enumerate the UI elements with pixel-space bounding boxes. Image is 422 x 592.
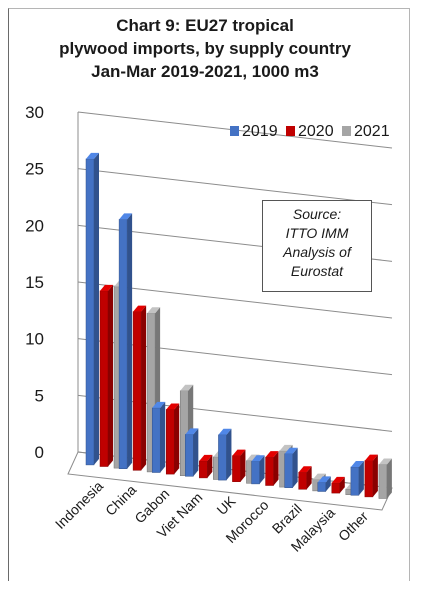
bar-top-2021-6: [312, 473, 326, 480]
bar-2020-7: [331, 482, 341, 494]
bar-2019-6: [284, 453, 293, 488]
bar-top-2020-8: [364, 454, 378, 461]
source-line-3: Analysis of: [283, 244, 351, 260]
bar-top-2019-7: [317, 476, 331, 483]
bar-2019-7: [317, 482, 327, 492]
source-line-4: Eurostat: [290, 263, 344, 279]
bar-2020-5: [265, 456, 274, 486]
chart-title-line-3: Jan-Mar 2019-2021, 1000 m3: [91, 62, 319, 81]
y-tick-label-3: 15: [25, 273, 44, 292]
bar-top-2019-0: [86, 152, 99, 159]
bar-2020-4: [232, 455, 241, 482]
x-tick-label-4: UK: [213, 493, 239, 519]
bar-side-2020-0: [108, 284, 113, 467]
chart-title-line-2: plywood imports, by supply country: [59, 39, 351, 58]
bar-top-2021-5: [279, 444, 293, 451]
legend-label-2019: 2019: [242, 123, 278, 140]
chart-title-line-1: Chart 9: EU27 tropical: [116, 16, 294, 35]
bar-side-2019-8: [358, 460, 364, 496]
source-note: Source: ITTO IMM Analysis of Eurostat: [262, 200, 372, 292]
bar-top-2021-2: [180, 384, 194, 391]
bar-top-2020-7: [331, 476, 345, 483]
gridline-5: [77, 168, 393, 206]
bar-side-2020-3: [207, 454, 213, 478]
y-tick-label-1: 5: [35, 386, 44, 405]
bar-top-2021-1: [147, 307, 161, 314]
bar-top-2020-5: [265, 451, 279, 458]
bar-top-2019-8: [350, 460, 364, 467]
bar-2019-1: [118, 219, 128, 469]
bar-top-2020-3: [199, 454, 213, 461]
bar-side-2020-1: [141, 305, 147, 471]
x-tick-label-8: Other: [335, 508, 371, 544]
bar-side-2019-2: [160, 401, 166, 473]
y-tick-label-2: 10: [25, 330, 44, 349]
bar-side-2021-8: [386, 458, 392, 499]
bar-side-2019-7: [325, 476, 331, 492]
chart-title: Chart 9: EU27 tropical plywood imports, …: [0, 14, 410, 83]
bar-top-2021-8: [378, 458, 392, 465]
bar-2019-8: [350, 466, 360, 496]
bar-side-2019-0: [94, 152, 99, 465]
bar-side-2019-3: [193, 428, 199, 477]
legend-swatch-2021: [342, 126, 351, 136]
source-line-2: ITTO IMM: [285, 225, 349, 241]
legend-label-2021: 2021: [354, 123, 390, 140]
y-tick-label-6: 30: [25, 103, 44, 122]
bar-top-2019-3: [185, 428, 199, 435]
bar-top-2020-4: [232, 449, 246, 456]
bar-2021-8: [378, 464, 388, 499]
bar-top-2019-6: [284, 447, 298, 454]
bar-side-2019-4: [226, 428, 232, 481]
bar-side-2020-7: [339, 476, 345, 494]
bar-side-2020-8: [372, 454, 378, 497]
bar-2019-4: [218, 434, 227, 481]
bar-top-2020-1: [133, 305, 147, 312]
y-tick-label-5: 25: [25, 160, 44, 179]
bar-side-2020-2: [174, 403, 180, 475]
bar-2020-0: [99, 290, 109, 467]
y-tick-label-0: 0: [35, 443, 44, 462]
bar-2020-6: [298, 472, 307, 490]
bar-2020-3: [199, 460, 208, 479]
bar-2019-2: [151, 407, 161, 473]
bar-2019-3: [185, 434, 194, 477]
bar-side-2019-1: [127, 213, 133, 469]
bar-side-2020-4: [240, 449, 246, 482]
bar-top-2019-4: [218, 428, 232, 435]
source-line-1: Source:: [292, 206, 342, 222]
legend-swatch-2020: [286, 126, 295, 136]
legend-label-2020: 2020: [298, 123, 334, 140]
bar-top-2019-5: [251, 455, 265, 462]
bar-2020-1: [132, 311, 142, 471]
y-tick-label-4: 20: [25, 216, 44, 235]
bar-top-2020-0: [100, 284, 113, 291]
bar-2020-2: [165, 409, 175, 475]
bar-side-2020-6: [306, 466, 312, 490]
bar-2020-8: [364, 460, 374, 498]
bar-2019-5: [251, 460, 260, 485]
bar-side-2019-6: [292, 447, 298, 488]
bar-top-2019-2: [152, 401, 166, 408]
bar-side-2019-5: [259, 455, 265, 484]
x-tick-label-0: Indonesia: [52, 478, 106, 532]
bar-top-2019-1: [119, 213, 133, 220]
legend-swatch-2019: [230, 126, 239, 136]
bar-2019-0: [85, 158, 95, 466]
bar-side-2020-5: [273, 451, 279, 486]
bar-top-2020-6: [298, 466, 312, 473]
bar-top-2020-2: [166, 403, 180, 410]
